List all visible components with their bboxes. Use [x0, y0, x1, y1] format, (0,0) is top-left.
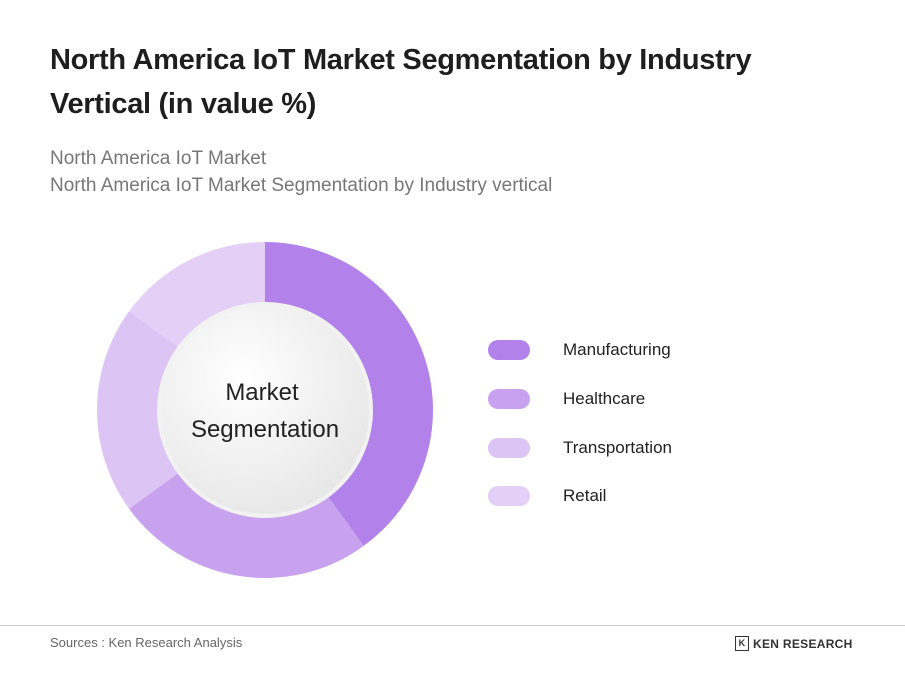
slice-transportation [97, 311, 181, 509]
legend-swatch [488, 486, 530, 506]
slice-manufacturing [265, 242, 434, 546]
subtitle-market: North America IoT Market [50, 148, 267, 169]
logo-icon: K [735, 636, 749, 651]
slice-healthcare [129, 471, 364, 578]
logo-text: KEN RESEARCH [753, 636, 853, 651]
legend-item-healthcare: Healthcare [488, 389, 645, 409]
legend-label: Healthcare [563, 389, 646, 408]
legend-label: Transportation [563, 438, 672, 457]
slice-retail [129, 242, 265, 349]
legend-label: Manufacturing [563, 340, 671, 359]
legend-swatch [488, 340, 530, 360]
footer-divider [0, 625, 905, 626]
subtitle-segmentation: North America IoT Market Segmentation by… [50, 175, 553, 196]
legend-swatch [488, 389, 530, 409]
center-label-line2: Segmentation [191, 416, 339, 443]
legend-item-retail: Retail [488, 486, 606, 506]
chart-title: North America IoT Market Segmentation by… [50, 44, 752, 120]
donut-center [157, 302, 373, 518]
center-label-line1: Market [225, 379, 299, 406]
source-note: Sources : Ken Research Analysis [50, 635, 243, 650]
legend-swatch [488, 438, 530, 458]
legend-item-transportation: Transportation [488, 438, 672, 458]
legend-item-manufacturing: Manufacturing [488, 340, 671, 360]
ken-research-logo: K KEN RESEARCH [735, 636, 853, 651]
legend-label: Retail [563, 486, 607, 505]
